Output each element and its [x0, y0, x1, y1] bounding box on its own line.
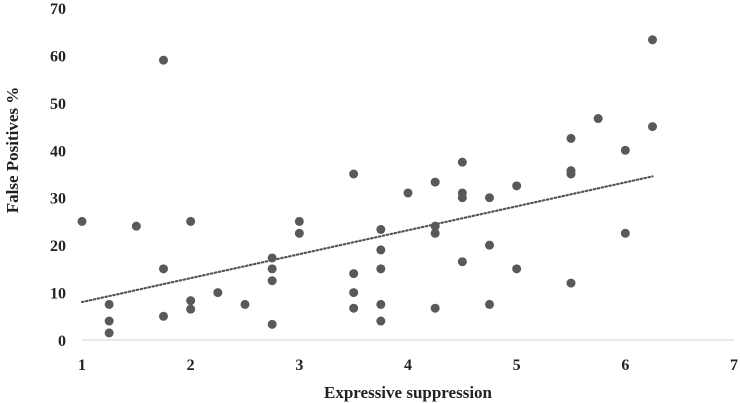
data-point — [376, 264, 386, 274]
data-point — [186, 296, 196, 306]
data-point — [186, 216, 196, 226]
data-point — [566, 133, 576, 143]
y-axis-ticks: 0 10 20 30 40 50 60 70 — [50, 1, 66, 350]
data-point — [294, 216, 304, 226]
data-point — [566, 278, 576, 288]
data-point — [648, 122, 657, 132]
y-tick-label: 50 — [50, 96, 66, 113]
data-point — [349, 288, 359, 298]
data-point — [457, 157, 467, 167]
data-point — [294, 228, 304, 238]
data-point — [430, 228, 440, 238]
data-point — [186, 304, 196, 314]
data-point — [430, 221, 440, 231]
data-point — [648, 35, 657, 45]
data-point — [376, 316, 386, 326]
data-point — [485, 299, 494, 309]
data-point — [159, 311, 168, 321]
data-point — [159, 264, 168, 274]
data-point — [240, 299, 250, 309]
data-point — [376, 299, 386, 309]
data-points — [77, 35, 657, 338]
x-tick-label: 3 — [295, 357, 303, 374]
data-point — [349, 303, 359, 313]
y-tick-label: 20 — [50, 238, 66, 255]
x-tick-label: 2 — [187, 357, 195, 374]
y-axis-title: False Positives % — [3, 87, 22, 214]
y-tick-label: 10 — [50, 286, 66, 303]
y-tick-label: 70 — [50, 1, 66, 18]
data-point — [159, 55, 168, 65]
x-tick-label: 7 — [730, 357, 738, 374]
data-point — [267, 276, 277, 286]
data-point — [512, 181, 522, 191]
data-point — [376, 245, 386, 255]
x-tick-label: 6 — [621, 357, 629, 374]
data-point — [267, 264, 277, 274]
data-point — [457, 257, 467, 267]
x-tick-label: 4 — [404, 357, 412, 374]
y-tick-label: 60 — [50, 48, 66, 65]
data-point — [485, 193, 494, 203]
x-axis-ticks: 1 2 3 4 5 6 7 — [78, 357, 738, 374]
data-point — [620, 145, 630, 155]
data-point — [213, 288, 223, 298]
x-axis-title: Expressive suppression — [324, 383, 493, 402]
data-point — [620, 228, 630, 238]
data-point — [457, 193, 467, 203]
data-point — [104, 316, 114, 326]
data-point — [593, 114, 603, 124]
data-point — [566, 169, 576, 179]
data-point — [376, 224, 386, 234]
y-tick-label: 30 — [50, 191, 66, 208]
data-point — [131, 221, 141, 231]
data-point — [77, 216, 87, 226]
data-point — [430, 303, 440, 313]
trendline — [80, 175, 654, 304]
y-tick-label: 40 — [50, 143, 66, 160]
data-point — [485, 240, 494, 250]
data-point — [349, 169, 359, 179]
x-tick-label: 5 — [513, 357, 521, 374]
data-point — [267, 253, 277, 263]
data-point — [430, 177, 440, 187]
data-point — [104, 299, 114, 309]
data-point — [349, 269, 359, 279]
data-point — [104, 328, 114, 338]
data-point — [267, 319, 277, 329]
data-point — [403, 188, 413, 198]
data-point — [512, 264, 522, 274]
y-tick-label: 0 — [58, 333, 66, 350]
x-tick-label: 1 — [78, 357, 86, 374]
